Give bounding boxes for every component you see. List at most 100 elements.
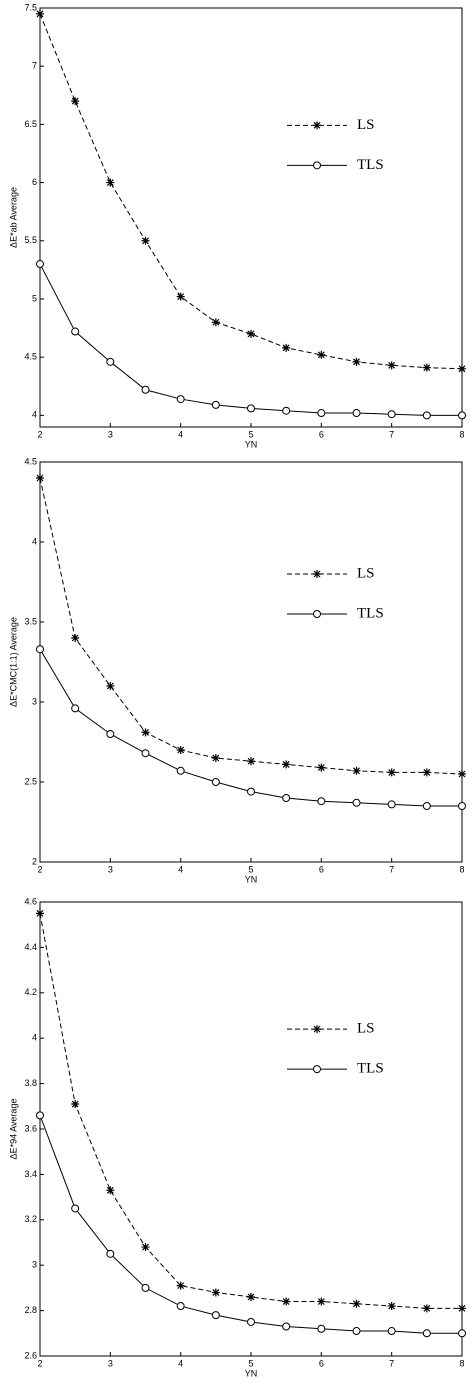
- marker: [352, 1327, 361, 1336]
- marker: [387, 800, 396, 809]
- marker: [317, 763, 326, 772]
- y-tick-label: 2.6: [24, 1350, 37, 1360]
- marker: [317, 409, 326, 418]
- marker: [106, 682, 115, 690]
- y-tick-label: 5.5: [24, 235, 37, 245]
- marker: [141, 236, 150, 245]
- marker: [313, 610, 321, 618]
- x-axis-label: YN: [245, 1368, 258, 1378]
- marker: [247, 1317, 255, 1326]
- marker: [141, 1283, 150, 1292]
- marker: [71, 327, 80, 336]
- marker: [141, 728, 150, 737]
- y-tick-label: 2: [32, 856, 37, 866]
- y-tick-label: 3.2: [24, 1214, 37, 1224]
- marker: [36, 645, 44, 654]
- marker: [387, 768, 396, 777]
- marker: [387, 1327, 396, 1336]
- marker: [211, 1288, 220, 1297]
- marker: [458, 802, 466, 810]
- marker: [247, 757, 255, 766]
- x-tick-label: 4: [178, 429, 183, 439]
- marker: [36, 909, 44, 918]
- marker: [141, 749, 150, 758]
- y-tick-label: 4.2: [24, 987, 37, 997]
- y-tick-label: 7: [32, 61, 37, 71]
- x-tick-label: 2: [37, 864, 42, 874]
- chart: 2 2.5 3 3.5 4 4.5 2 3 4 5 6 7 8 YN ΔE*CMC(1:1) Average…: [8, 456, 466, 884]
- x-tick-label: 2: [37, 1358, 42, 1368]
- y-tick-label: 3.5: [24, 616, 37, 626]
- marker: [36, 1111, 44, 1120]
- marker: [106, 1249, 115, 1258]
- marker: [282, 343, 291, 352]
- x-tick-label: 8: [459, 864, 464, 874]
- x-tick-label: 6: [319, 429, 324, 439]
- marker: [352, 357, 361, 366]
- series-line: [39, 13, 463, 370]
- x-tick-label: 8: [459, 1358, 464, 1368]
- series-line: [39, 648, 462, 807]
- marker: [458, 1304, 466, 1313]
- marker: [458, 411, 466, 420]
- marker: [422, 363, 431, 372]
- y-tick-label: 4.5: [24, 352, 37, 362]
- marker: [71, 97, 80, 106]
- marker: [313, 1025, 321, 1034]
- marker: [313, 1065, 321, 1074]
- y-tick-label: 3.6: [24, 1123, 37, 1133]
- y-axis-label: ΔE*94 Average: [8, 1099, 18, 1160]
- marker: [176, 746, 185, 754]
- y-axis-label: ΔE*ab Average: [8, 187, 18, 248]
- marker: [387, 361, 396, 370]
- marker: [176, 395, 185, 404]
- y-tick-label: 3.4: [24, 1169, 37, 1179]
- marker: [422, 768, 431, 777]
- marker: [352, 1299, 361, 1308]
- marker: [247, 787, 255, 796]
- y-tick-label: 3: [32, 696, 37, 706]
- marker: [71, 634, 80, 642]
- marker: [422, 1304, 431, 1313]
- plot-frame: [39, 461, 463, 863]
- marker: [176, 292, 185, 301]
- y-tick-label: 3: [32, 1260, 37, 1270]
- y-tick-label: 5: [32, 293, 37, 303]
- marker: [352, 766, 361, 775]
- marker: [317, 797, 326, 806]
- marker: [211, 778, 220, 786]
- x-tick-label: 3: [108, 429, 113, 439]
- marker: [282, 406, 291, 415]
- x-tick-label: 8: [459, 429, 464, 439]
- x-tick-label: 5: [248, 429, 253, 439]
- marker: [352, 409, 361, 418]
- y-tick-label: 6: [32, 177, 37, 187]
- marker: [36, 474, 44, 482]
- x-tick-label: 4: [178, 1358, 183, 1368]
- plot-frame: [39, 901, 463, 1357]
- marker: [247, 404, 255, 413]
- marker: [106, 178, 115, 187]
- chart: 2.6 2.8 3 3.2 3.4 3.6 3.8 4 4.2 4.4 4.6 2 3 4 5 6 7 8 YN ΔE…: [8, 896, 466, 1378]
- marker: [317, 350, 326, 359]
- legend-label: LS: [357, 117, 375, 133]
- y-tick-label: 3.8: [24, 1078, 37, 1088]
- marker: [313, 570, 321, 578]
- y-tick-label: 4: [32, 410, 37, 420]
- marker: [422, 802, 431, 810]
- marker: [106, 1186, 115, 1195]
- y-tick-label: 4.4: [24, 942, 37, 952]
- y-tick-label: 2.8: [24, 1305, 37, 1315]
- marker: [141, 385, 150, 394]
- marker: [317, 1324, 326, 1333]
- marker: [387, 1302, 396, 1311]
- y-tick-label: 7.5: [24, 2, 37, 12]
- y-tick-label: 4.6: [24, 896, 37, 906]
- x-axis-label: YN: [245, 439, 258, 449]
- x-axis-label: YN: [245, 874, 258, 884]
- series-line: [39, 477, 463, 775]
- marker: [106, 730, 115, 738]
- marker: [282, 1322, 291, 1331]
- marker: [176, 1302, 185, 1311]
